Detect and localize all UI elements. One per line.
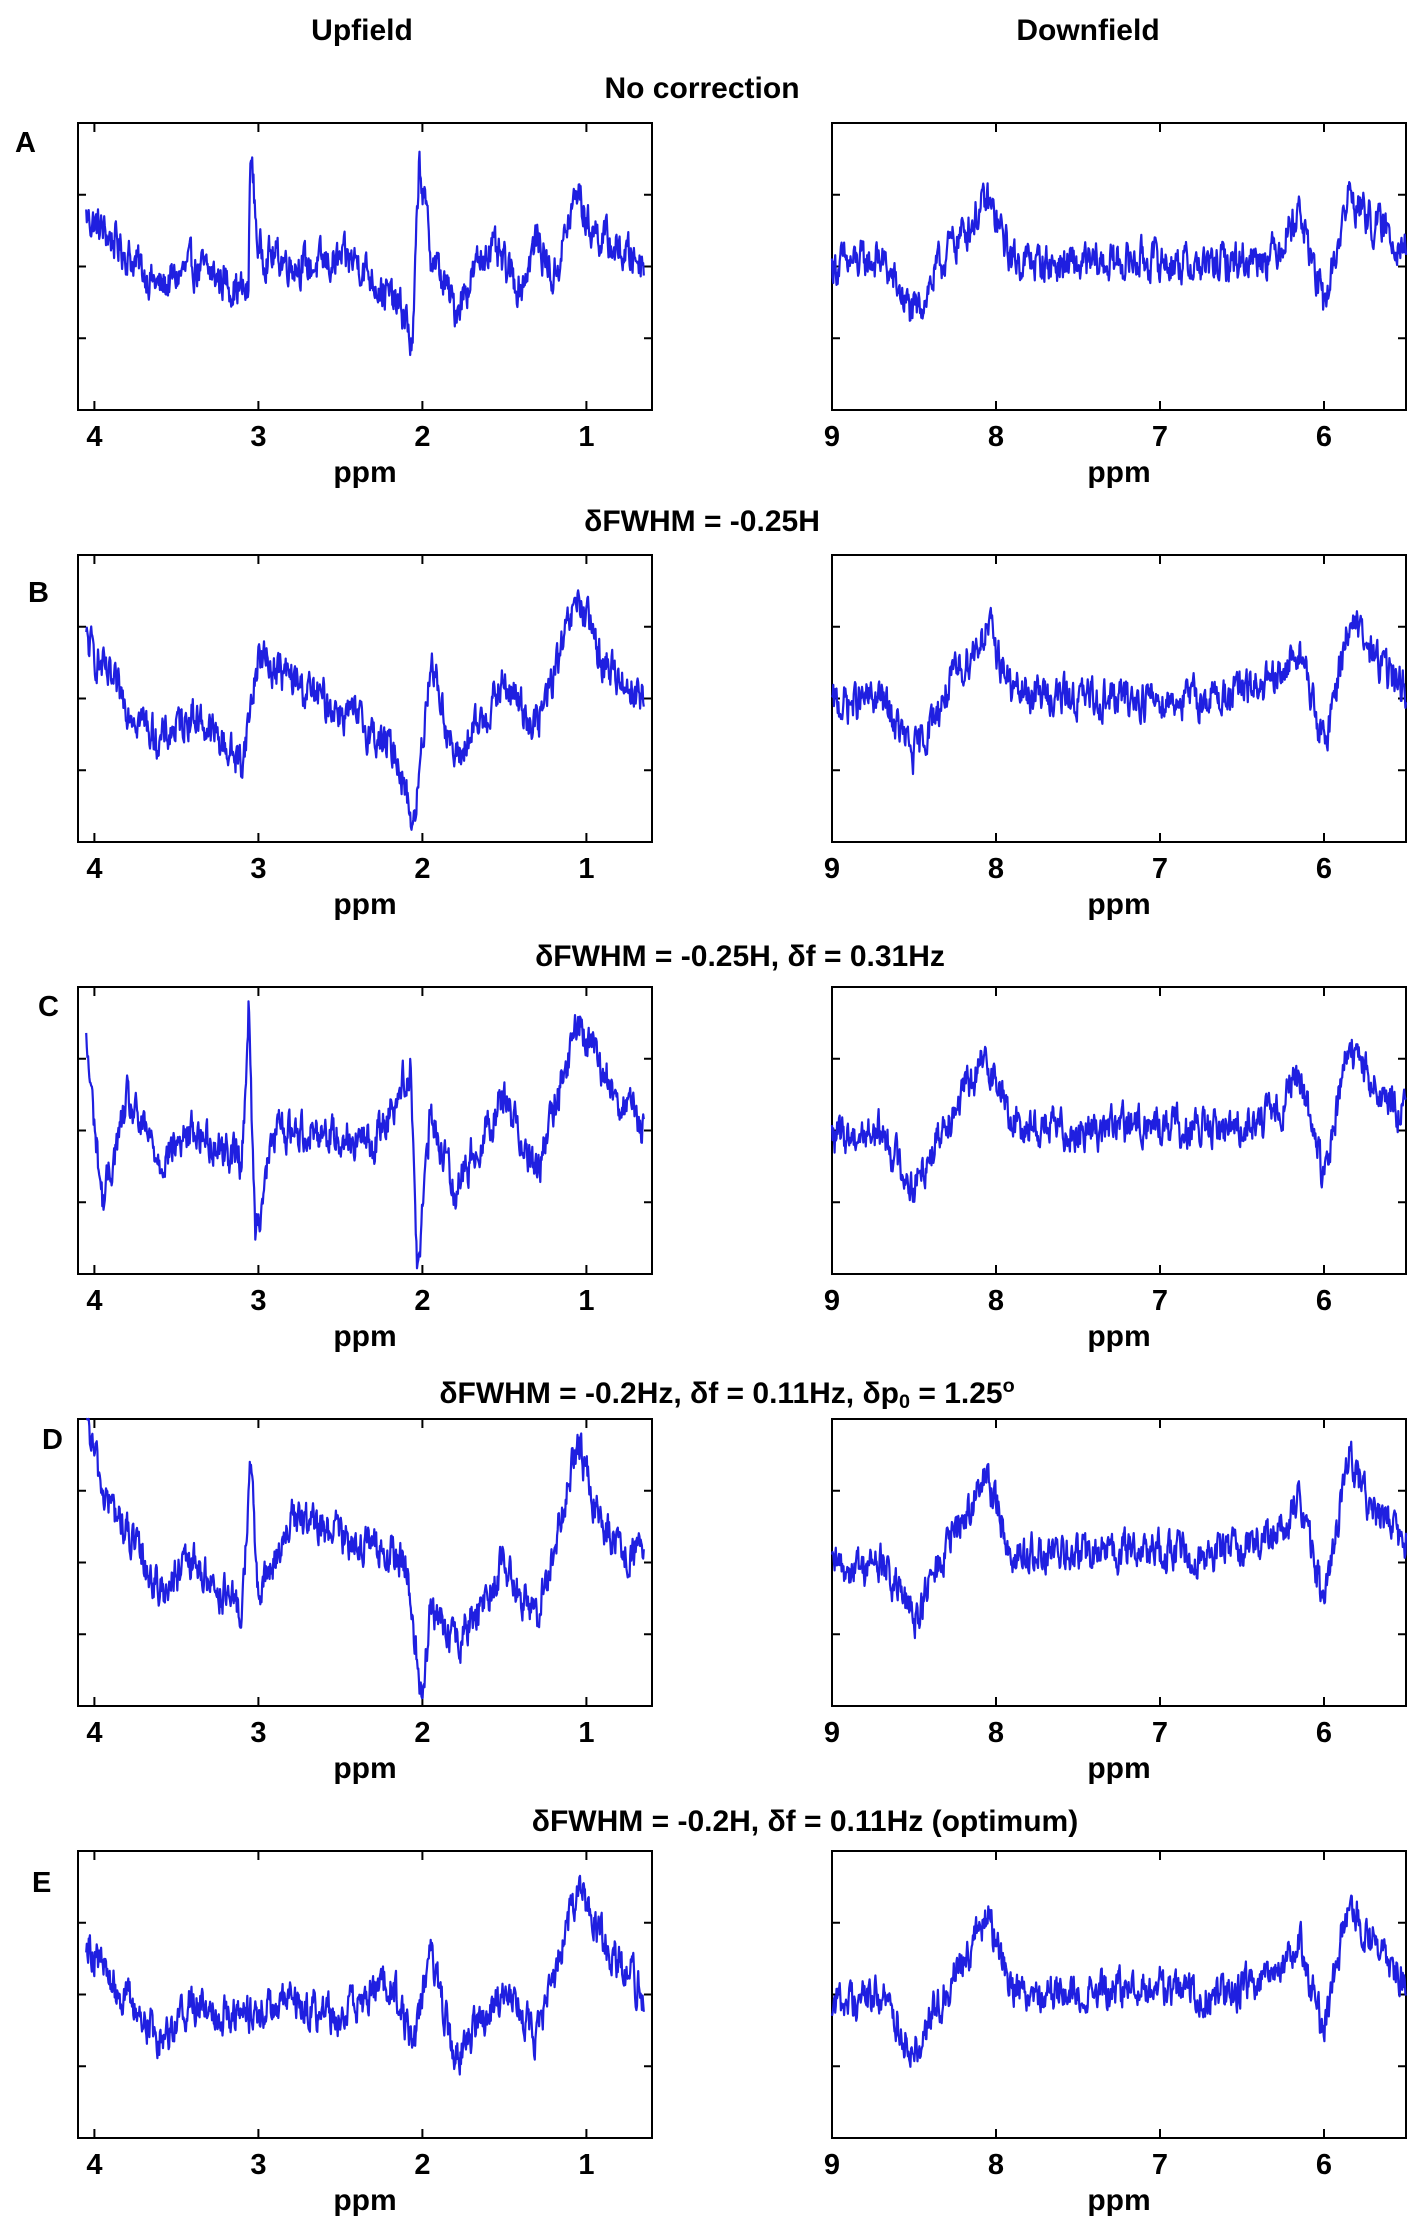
x-tick-label-d-upfield-3: 3 (250, 1717, 266, 1749)
column-header-upfield: Upfield (311, 14, 413, 47)
x-axis-label-e-upfield: ppm (333, 2184, 396, 2217)
x-tick-label-e-downfield-6: 6 (1316, 2149, 1332, 2181)
x-tick-label-d-upfield-2: 2 (414, 1717, 430, 1749)
x-tick-label-c-downfield-6: 6 (1316, 1285, 1332, 1317)
x-tick-label-a-downfield-7: 7 (1152, 421, 1168, 453)
x-tick-label-d-downfield-8: 8 (988, 1717, 1004, 1749)
x-tick-label-c-downfield-9: 9 (824, 1285, 840, 1317)
x-tick-label-a-upfield-3: 3 (250, 421, 266, 453)
x-tick-label-e-downfield-8: 8 (988, 2149, 1004, 2181)
panel-letter-b: B (28, 577, 49, 609)
x-tick-label-e-upfield-2: 2 (414, 2149, 430, 2181)
spectrum-trace-b-upfield (85, 589, 645, 831)
x-tick-label-e-downfield-7: 7 (1152, 2149, 1168, 2181)
plot-frame-c-downfield (831, 986, 1407, 1275)
panel-title-d-superscript: o (1002, 1375, 1015, 1397)
panel-title-d-main: δFWHM = -0.2Hz, δf = 0.11Hz, δp (439, 1376, 899, 1410)
x-tick-label-d-downfield-7: 7 (1152, 1717, 1168, 1749)
spectrum-trace-d-downfield (830, 1440, 1408, 1640)
spectrum-trace-c-downfield (830, 1038, 1407, 1203)
x-tick-label-d-upfield-4: 4 (86, 1717, 102, 1749)
spectrum-trace-a-upfield (85, 150, 645, 357)
panel-title-c: δFWHM = -0.25H, δf = 0.31Hz (535, 940, 945, 973)
plot-frame-b-upfield (77, 554, 653, 843)
column-header-downfield: Downfield (1016, 14, 1160, 47)
x-tick-label-c-upfield-2: 2 (414, 1285, 430, 1317)
x-tick-label-d-upfield-1: 1 (578, 1717, 594, 1749)
spectrum-trace-a-downfield (830, 181, 1408, 322)
x-axis-label-c-upfield: ppm (333, 1320, 396, 1353)
x-tick-label-a-downfield-6: 6 (1316, 421, 1332, 453)
x-tick-label-b-upfield-4: 4 (86, 853, 102, 885)
x-axis-label-b-downfield: ppm (1087, 888, 1150, 921)
x-axis-label-c-downfield: ppm (1087, 1320, 1150, 1353)
plot-frame-e-downfield (831, 1850, 1407, 2139)
x-tick-label-b-downfield-6: 6 (1316, 853, 1332, 885)
spectrum-trace-d-upfield (85, 1417, 645, 1700)
panel-letter-e: E (32, 1867, 52, 1899)
panel-title-b: δFWHM = -0.25H (584, 505, 820, 538)
x-tick-label-d-downfield-9: 9 (824, 1717, 840, 1749)
x-tick-label-b-downfield-9: 9 (824, 853, 840, 885)
panel-letter-c: C (38, 991, 59, 1023)
x-tick-label-a-upfield-4: 4 (86, 421, 102, 453)
x-axis-label-a-upfield: ppm (333, 456, 396, 489)
x-tick-label-d-downfield-6: 6 (1316, 1717, 1332, 1749)
spectrum-trace-e-downfield (830, 1894, 1408, 2068)
spectrum-trace-b-downfield (830, 606, 1408, 776)
x-axis-label-d-downfield: ppm (1087, 1752, 1150, 1785)
panel-title-e: δFWHM = -0.2H, δf = 0.11Hz (optimum) (531, 1805, 1079, 1838)
panel-title-d-tail: = 1.25 (910, 1376, 1003, 1410)
spectrum-trace-c-upfield (85, 1000, 645, 1270)
x-tick-label-a-upfield-1: 1 (578, 421, 594, 453)
x-tick-label-e-upfield-3: 3 (250, 2149, 266, 2181)
x-axis-label-e-downfield: ppm (1087, 2184, 1150, 2217)
x-axis-label-a-downfield: ppm (1087, 456, 1150, 489)
x-tick-label-a-downfield-8: 8 (988, 421, 1004, 453)
x-tick-label-b-downfield-8: 8 (988, 853, 1004, 885)
x-tick-label-b-downfield-7: 7 (1152, 853, 1168, 885)
x-axis-label-b-upfield: ppm (333, 888, 396, 921)
x-tick-label-e-upfield-4: 4 (86, 2149, 102, 2181)
x-tick-label-e-downfield-9: 9 (824, 2149, 840, 2181)
plot-frame-a-downfield (831, 122, 1407, 411)
x-tick-label-c-upfield-1: 1 (578, 1285, 594, 1317)
x-tick-label-a-downfield-9: 9 (824, 421, 840, 453)
spectrum-trace-e-upfield (85, 1874, 645, 2076)
x-tick-label-b-upfield-3: 3 (250, 853, 266, 885)
plot-frame-d-upfield (77, 1418, 653, 1707)
panel-letter-a: A (15, 127, 36, 159)
panel-title-a: No correction (604, 72, 800, 105)
x-axis-label-d-upfield: ppm (333, 1752, 396, 1785)
x-tick-label-c-downfield-8: 8 (988, 1285, 1004, 1317)
x-tick-label-c-upfield-3: 3 (250, 1285, 266, 1317)
x-tick-label-c-downfield-7: 7 (1152, 1285, 1168, 1317)
x-tick-label-b-upfield-1: 1 (578, 853, 594, 885)
x-tick-label-a-upfield-2: 2 (414, 421, 430, 453)
x-tick-label-c-upfield-4: 4 (86, 1285, 102, 1317)
panel-title-d: δFWHM = -0.2Hz, δf = 0.11Hz, δp0 = 1.25o (439, 1375, 1014, 1414)
panel-title-d-subscript: 0 (898, 1390, 911, 1413)
x-tick-label-e-upfield-1: 1 (578, 2149, 594, 2181)
panel-letter-d: D (42, 1424, 63, 1456)
x-tick-label-b-upfield-2: 2 (414, 853, 430, 885)
